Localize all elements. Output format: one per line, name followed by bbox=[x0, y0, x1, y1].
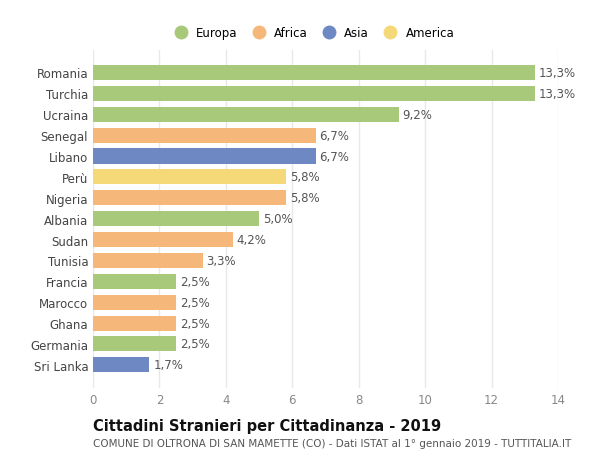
Legend: Europa, Africa, Asia, America: Europa, Africa, Asia, America bbox=[164, 22, 459, 45]
Text: 6,7%: 6,7% bbox=[320, 150, 349, 163]
Text: 5,0%: 5,0% bbox=[263, 213, 293, 226]
Bar bbox=[93, 170, 286, 185]
Text: COMUNE DI OLTRONA DI SAN MAMETTE (CO) - Dati ISTAT al 1° gennaio 2019 - TUTTITAL: COMUNE DI OLTRONA DI SAN MAMETTE (CO) - … bbox=[93, 438, 571, 448]
Bar bbox=[93, 316, 176, 331]
Bar bbox=[93, 253, 203, 269]
Text: 6,7%: 6,7% bbox=[320, 129, 349, 142]
Bar bbox=[93, 358, 149, 373]
Bar bbox=[93, 66, 535, 81]
Bar bbox=[93, 337, 176, 352]
Bar bbox=[93, 233, 233, 247]
Bar bbox=[93, 274, 176, 289]
Text: 4,2%: 4,2% bbox=[236, 234, 266, 246]
Text: 13,3%: 13,3% bbox=[539, 67, 576, 80]
Text: 2,5%: 2,5% bbox=[180, 296, 210, 309]
Text: 2,5%: 2,5% bbox=[180, 338, 210, 351]
Bar bbox=[93, 149, 316, 164]
Bar bbox=[93, 212, 259, 227]
Text: 9,2%: 9,2% bbox=[403, 108, 433, 122]
Bar bbox=[93, 191, 286, 206]
Text: 3,3%: 3,3% bbox=[206, 254, 236, 267]
Bar bbox=[93, 87, 535, 101]
Text: 2,5%: 2,5% bbox=[180, 275, 210, 288]
Text: Cittadini Stranieri per Cittadinanza - 2019: Cittadini Stranieri per Cittadinanza - 2… bbox=[93, 418, 441, 433]
Bar bbox=[93, 107, 398, 123]
Text: 2,5%: 2,5% bbox=[180, 317, 210, 330]
Text: 5,8%: 5,8% bbox=[290, 171, 319, 184]
Bar bbox=[93, 129, 316, 143]
Text: 5,8%: 5,8% bbox=[290, 192, 319, 205]
Text: 1,7%: 1,7% bbox=[154, 358, 184, 371]
Bar bbox=[93, 295, 176, 310]
Text: 13,3%: 13,3% bbox=[539, 88, 576, 101]
